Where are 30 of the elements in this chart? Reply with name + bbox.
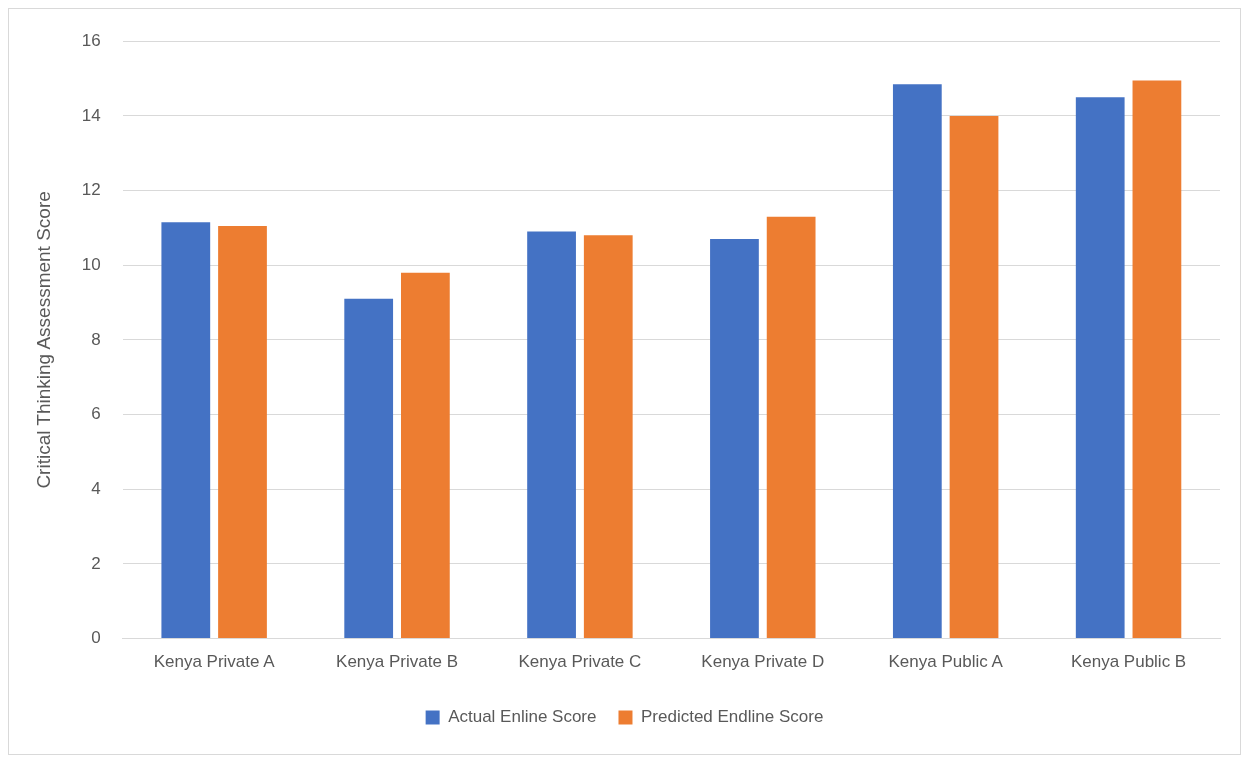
bar [710, 239, 759, 639]
bar [401, 272, 450, 639]
x-tick-label: Kenya Private A [153, 652, 276, 672]
x-tick-label: Kenya Private C [518, 652, 642, 672]
x-tick-label: Kenya Public A [888, 652, 1004, 672]
legend-label: Actual Enline Score [448, 707, 597, 727]
x-tick-label: Kenya Private B [336, 652, 458, 672]
x-tick-label: Kenya Private D [701, 652, 825, 672]
y-tick-label: 16 [81, 30, 101, 50]
bar [583, 235, 633, 639]
legend-label: Predicted Endline Score [640, 707, 824, 727]
bar [1132, 80, 1182, 639]
bar [527, 231, 576, 639]
x-tick-label: Kenya Public B [1070, 652, 1187, 672]
y-tick-label: 12 [81, 180, 101, 200]
bar [218, 226, 267, 639]
y-tick-label: 4 [91, 478, 101, 498]
y-tick-label: 6 [91, 404, 101, 424]
y-axis-title: Critical Thinking Assessment Score [32, 191, 54, 489]
y-tick-label: 0 [91, 628, 101, 648]
bar [161, 222, 211, 639]
y-tick-label: 14 [81, 105, 101, 125]
y-tick-label: 8 [91, 329, 101, 349]
bar [949, 115, 999, 639]
y-tick-label: 2 [91, 553, 101, 573]
bar [892, 84, 942, 639]
y-tick-label: 10 [81, 254, 101, 274]
bar [766, 216, 816, 639]
bar [344, 298, 394, 639]
bar [1075, 97, 1125, 639]
